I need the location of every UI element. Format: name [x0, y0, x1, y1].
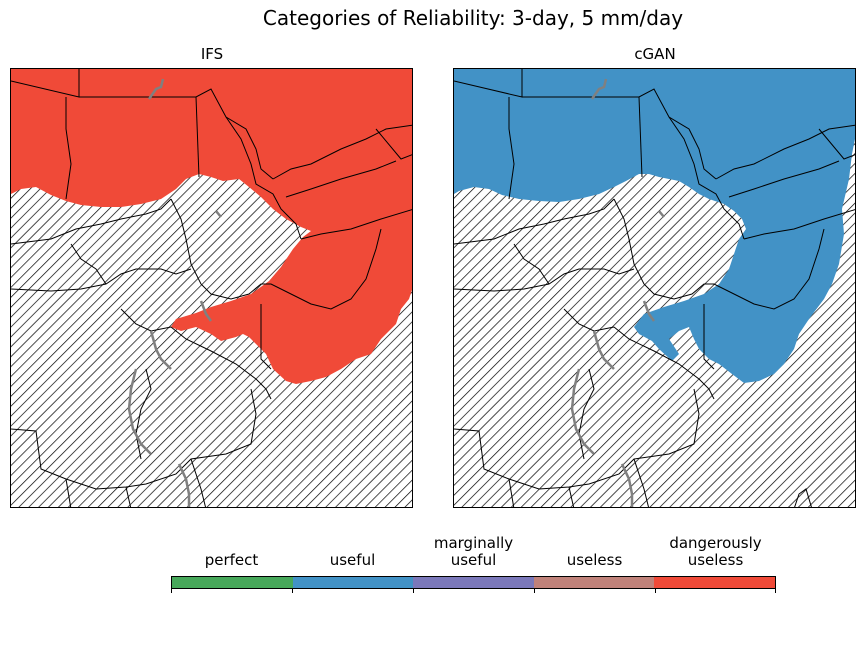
lakes-rivers	[570, 78, 665, 507]
colorbar-tick	[413, 589, 414, 593]
panel-title-cgan: cGAN	[634, 45, 676, 63]
map-cgan	[453, 68, 856, 508]
colorbar-segment-marginally-useful	[413, 577, 534, 588]
colorbar-tick	[655, 589, 656, 593]
map-cgan-svg	[454, 69, 855, 507]
legend-label-useful: useful	[329, 551, 376, 569]
figure-title: Categories of Reliability: 3-day, 5 mm/d…	[262, 6, 684, 30]
fill-region	[11, 69, 412, 384]
legend-label-marginally-useful: marginally useful	[433, 534, 514, 569]
panel-title-ifs: IFS	[200, 45, 224, 63]
colorbar-tick	[534, 589, 535, 593]
colorbar-segment-useless	[533, 577, 655, 588]
legend-label-useless: useless	[566, 551, 623, 569]
colorbar-segment-useful	[292, 577, 414, 588]
lakes-rivers	[127, 78, 222, 507]
legend-label-dangerously-useless: dangerously useless	[669, 534, 762, 569]
map-ifs-svg	[11, 69, 412, 507]
colorbar-segment-dangerously-useless	[654, 577, 775, 588]
legend-label-perfect: perfect	[204, 551, 259, 569]
colorbar-tick	[292, 589, 293, 593]
colorbar-tick	[171, 589, 172, 593]
country-borders	[11, 69, 412, 507]
colorbar-tick	[775, 589, 776, 593]
map-ifs	[10, 68, 413, 508]
colorbar-segment-perfect	[172, 577, 293, 588]
colorbar	[171, 576, 776, 589]
country-borders	[454, 69, 855, 507]
